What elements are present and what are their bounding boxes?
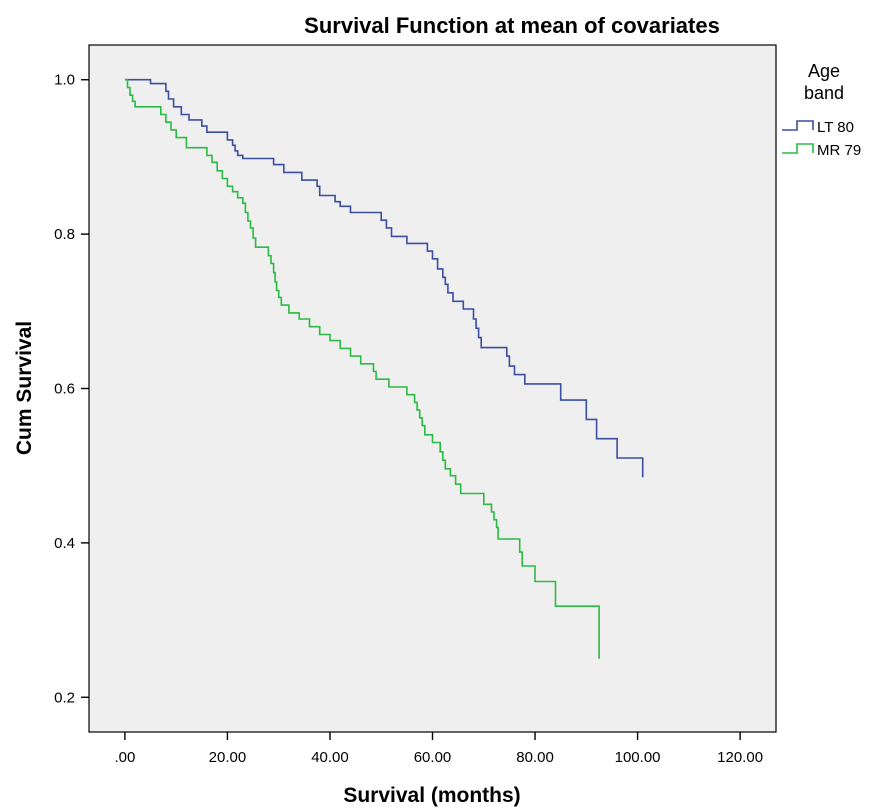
legend-item: LT 80 <box>782 119 854 136</box>
y-tick-label: 0.6 <box>54 381 75 398</box>
y-axis-ticks: 0.2 0.4 0.6 0.8 1.0 <box>54 72 89 706</box>
series-layer <box>124 78 644 659</box>
legend-item: MR 79 <box>782 142 861 159</box>
plot-area <box>88 44 777 733</box>
y-tick-label: 0.4 <box>54 535 75 552</box>
x-tick-label: 120.00 <box>717 749 763 766</box>
y-axis-title: Cum Survival <box>13 321 36 455</box>
x-axis-title: Survival (months) <box>343 784 520 807</box>
legend-swatch <box>782 143 814 154</box>
legend-title-line-2: band <box>804 83 844 103</box>
series-line-lt-80 <box>124 78 644 478</box>
y-tick-label: 1.0 <box>54 72 75 89</box>
x-tick-label: 80.00 <box>516 749 554 766</box>
legend-swatch <box>782 120 814 131</box>
x-axis-ticks: .00 20.00 40.00 60.00 80.00 100.00 120.00 <box>114 732 763 766</box>
y-tick-label: 0.2 <box>54 689 75 706</box>
y-tick-label: 0.8 <box>54 226 75 243</box>
x-tick-label: 100.00 <box>615 749 661 766</box>
legend-title-line-1: Age <box>808 61 840 81</box>
legend-label: LT 80 <box>817 119 854 136</box>
x-tick-label: 40.00 <box>311 749 349 766</box>
chart-title: Survival Function at mean of covariates <box>304 13 720 38</box>
x-tick-label: 60.00 <box>414 749 452 766</box>
series-line-mr-79 <box>124 78 600 659</box>
legend: Age band LT 80 MR 79 <box>782 61 861 159</box>
x-tick-label: .00 <box>114 749 135 766</box>
x-tick-label: 20.00 <box>209 749 247 766</box>
legend-label: MR 79 <box>817 142 861 159</box>
